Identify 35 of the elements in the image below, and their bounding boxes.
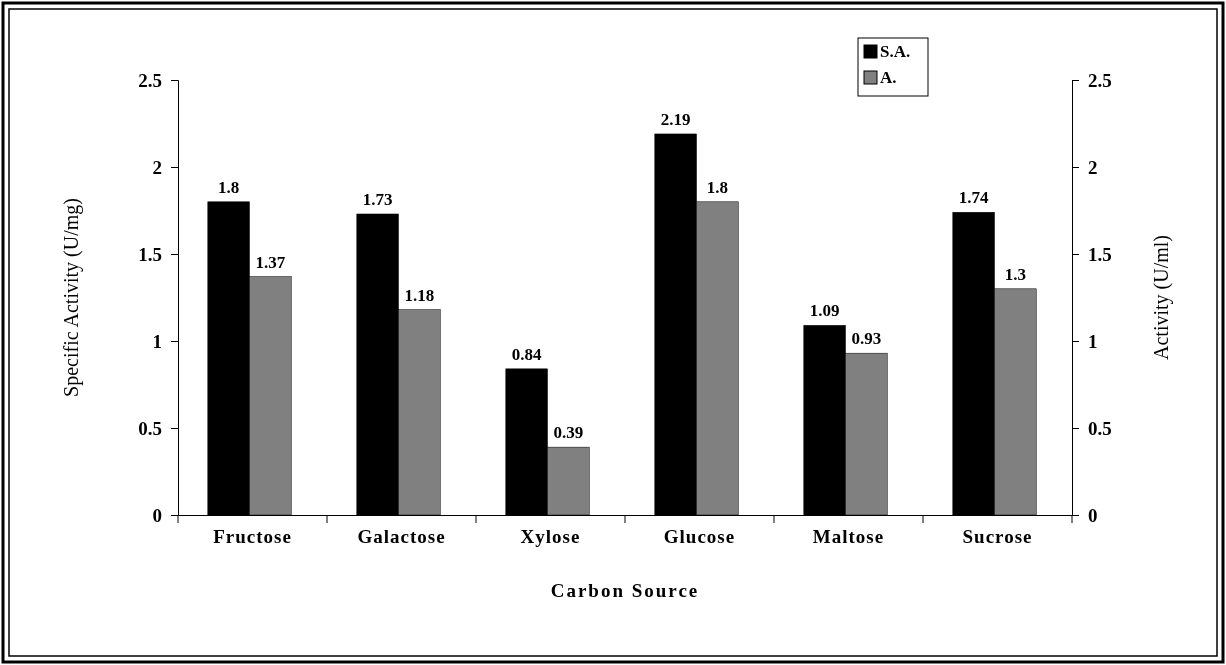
data-label: 1.8	[706, 177, 729, 197]
y2-tick-label: 2.5	[1088, 69, 1112, 91]
x-tick-label: Galactose	[357, 525, 446, 547]
y-tick-label: 0	[152, 504, 162, 526]
data-label: 0.39	[553, 423, 584, 443]
legend-label: S.A.	[880, 42, 911, 61]
y-tick-label: 2	[152, 156, 162, 178]
data-label: 1.8	[218, 177, 240, 197]
y-tick-label: 0.5	[138, 417, 162, 439]
y-tick-label: 1	[152, 330, 162, 352]
data-label: 1.37	[255, 252, 286, 272]
x-tick-label: Maltose	[812, 525, 885, 547]
data-label: 2.19	[660, 109, 691, 129]
y-axis-title: Specific Activity (U/mg)	[60, 198, 83, 397]
legend-label: A.	[880, 68, 897, 87]
x-tick-label: Xylose	[520, 525, 581, 547]
y2-tick-label: 0.5	[1088, 417, 1112, 439]
data-label: 1.3	[1004, 264, 1027, 284]
data-label: 1.18	[404, 285, 435, 305]
y-tick-label: 2.5	[138, 69, 162, 91]
x-axis-title: Carbon Source	[550, 580, 700, 601]
y-tick-label: 1.5	[138, 243, 162, 265]
data-label: 0.84	[511, 344, 543, 364]
y2-tick-label: 0	[1088, 504, 1098, 526]
y2-axis-title: Activity (U/ml)	[1150, 235, 1173, 360]
y2-tick-label: 2	[1088, 156, 1098, 178]
data-label: 0.93	[851, 329, 882, 349]
x-tick-label: Sucrose	[962, 525, 1033, 547]
x-tick-label: Glucose	[663, 525, 736, 547]
y2-tick-label: 1	[1088, 330, 1098, 352]
x-tick-label: Fructose	[213, 525, 292, 547]
data-label: 1.74	[958, 188, 990, 208]
y2-tick-label: 1.5	[1088, 243, 1112, 265]
data-label: 1.73	[362, 189, 393, 209]
data-label: 1.09	[809, 301, 840, 321]
